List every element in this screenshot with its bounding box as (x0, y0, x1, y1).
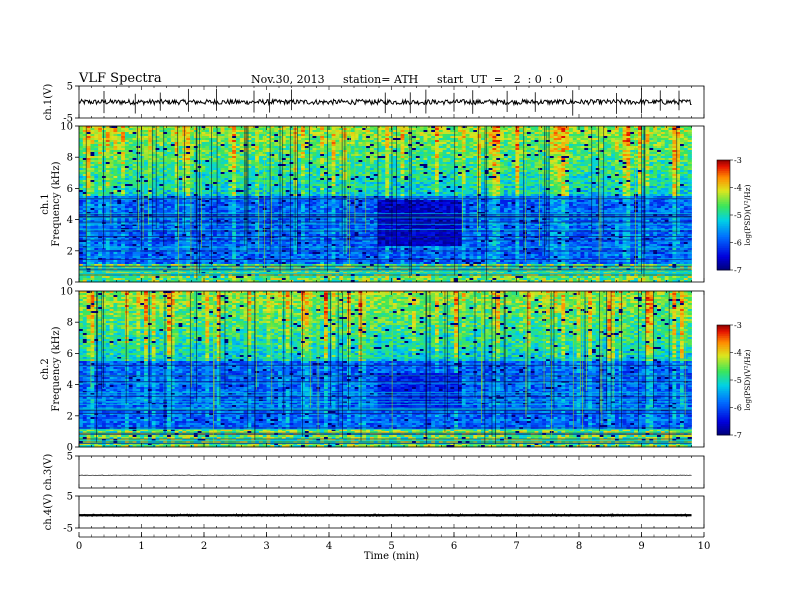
ch4-waveform-ylabel: ch.4(V) (43, 494, 54, 531)
ch2-spectrogram-colorbar-tick-label: -6 (734, 404, 742, 413)
ch2-spectrogram-heatmap-cells (79, 291, 692, 447)
ch2-spectrogram-ylabel: Frequency (kHz) (51, 326, 62, 411)
ch1-spectrogram-ytick-label: 6 (67, 184, 73, 195)
ch1-waveform-ytick-label: 5 (67, 82, 73, 93)
x-tick-label: 8 (576, 541, 582, 552)
ch4-waveform-frame (79, 496, 704, 528)
x-axis-label: Time (min) (364, 551, 419, 562)
ch3-waveform-ylabel: ch.3(V) (43, 454, 54, 491)
ch1-spectrogram-colorbar-tick-label: -7 (734, 266, 742, 275)
ch4-waveform-ytick-label: 5 (67, 492, 73, 503)
ch1-spectrogram-ytick-label: 10 (60, 122, 73, 133)
ch1-spectrogram-colorbar (717, 160, 730, 270)
ch1-spectrogram-colorbar-label: log(PSD)(V²/Hz) (743, 184, 752, 245)
ch2-spectrogram-ytick-label: 8 (67, 318, 73, 329)
ch2-spectrogram-channel-label: ch.2 (40, 358, 51, 380)
ch1-spectrogram-ytick-label: 2 (67, 246, 73, 257)
ch1-waveform-ylabel: ch.1(V) (43, 84, 54, 121)
ch4-waveform-ytick-label: -5 (63, 524, 73, 535)
ch3-waveform-frame (79, 456, 704, 488)
x-tick-label: 2 (201, 541, 207, 552)
ch3-waveform-ytick-label: 5 (67, 452, 73, 463)
ch2-spectrogram-ytick-label: 6 (67, 349, 73, 360)
ch2-spectrogram-ytick-label: 4 (67, 380, 73, 391)
ch2-spectrogram-colorbar (717, 325, 730, 435)
x-tick-label: 6 (451, 541, 457, 552)
x-tick-label: 9 (638, 541, 644, 552)
ch2-spectrogram-colorbar-tick-label: -7 (734, 431, 742, 440)
ch2-spectrogram-ytick-label: 2 (67, 411, 73, 422)
ch4-waveform-trace-band (79, 514, 692, 516)
ch2-spectrogram-colorbar-tick-label: -5 (734, 376, 742, 385)
ch1-spectrogram-colorbar-tick-label: -5 (734, 211, 742, 220)
ch1-spectrogram-colorbar-tick-label: -6 (734, 239, 742, 248)
x-tick-label: 3 (263, 541, 269, 552)
ch2-spectrogram-colorbar-tick-label: -4 (734, 349, 742, 358)
ch1-spectrogram-ytick-label: 4 (67, 215, 73, 226)
ch1-spectrogram-ylabel: Frequency (kHz) (51, 161, 62, 246)
ch2-spectrogram-ytick-label: 10 (60, 287, 73, 298)
ch2-spectrogram-colorbar-label: log(PSD)(V²/Hz) (743, 349, 752, 410)
ch1-spectrogram-ytick-label: 8 (67, 153, 73, 164)
x-tick-label: 10 (698, 541, 711, 552)
ch2-spectrogram-colorbar-tick-label: -3 (734, 321, 742, 330)
ch1-spectrogram-colorbar-tick-label: -3 (734, 156, 742, 165)
x-tick-label: 0 (76, 541, 82, 552)
x-tick-label: 7 (513, 541, 519, 552)
x-tick-label: 1 (138, 541, 144, 552)
ch1-spectrogram-channel-label: ch.1 (40, 193, 51, 215)
ch1-spectrogram-heatmap-cells (79, 126, 692, 282)
vlf-spectra-figure: -55ch.1(V)0246810ch.1 Frequency (kHz)-3-4… (0, 0, 792, 612)
x-tick-label: 4 (326, 541, 332, 552)
ch1-spectrogram-colorbar-tick-label: -4 (734, 184, 742, 193)
